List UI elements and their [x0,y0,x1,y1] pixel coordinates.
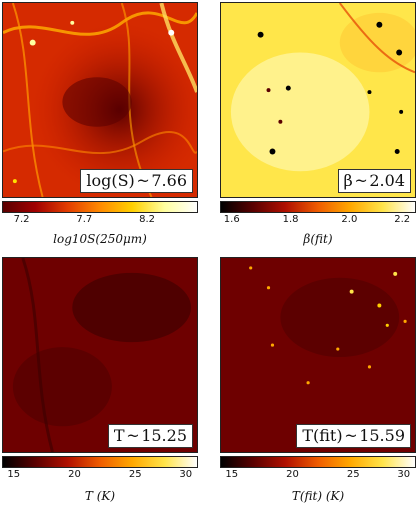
colorbar-beta [220,201,416,213]
map-beta-image [221,3,415,197]
panel-label: log(S) ~ 7.66 [80,169,193,193]
colorbar-tick-label: 1.6 [223,214,240,225]
colorbar-tick-label: 2.0 [341,214,358,225]
colorbar-tick-label: 8.2 [139,214,155,225]
colorbar-tick-label: 1.8 [282,214,299,225]
colorbar-tick-label: 25 [128,469,142,480]
map-Tfit: T(fit) ~ 15.59 [220,257,416,453]
colorbar-tick-label: 30 [397,469,411,480]
colorbar-tick-label: 30 [179,469,193,480]
colorbar-logS [2,201,198,213]
colorbar-tick-label: 15 [7,469,21,480]
colorbar-ticks-beta: 1.6 1.8 2.0 2.2 [220,214,416,228]
colorbar-tick-label: 7.2 [13,214,30,225]
colorbar-Tfit [220,456,416,468]
colorbar-tick-label: 25 [346,469,360,480]
map-beta: β ~ 2.04 [220,2,416,198]
colorbar-tick-label: 20 [286,469,299,480]
panel-label: T(fit) ~ 15.59 [296,424,411,448]
map-T: T ~ 15.25 [2,257,198,453]
map-logS: log(S) ~ 7.66 [2,2,198,198]
colorbar-tick-label: 7.7 [76,214,93,225]
map-logS-image [3,3,197,197]
axis-label-beta: β(fit) [303,232,333,246]
colorbar-ticks-Tfit: 15 20 25 30 [220,469,416,483]
panel-label: β ~ 2.04 [337,169,411,193]
axis-label-T: T (K) [84,489,116,503]
map-Tfit-image [221,258,415,452]
colorbar-tick-label: 15 [225,469,239,480]
axis-label-logS: log10S(250μm) [53,232,147,246]
colorbar-tick-label: 2.2 [394,214,411,225]
colorbar-tick-label: 20 [68,469,81,480]
panel-label: T ~ 15.25 [107,424,193,448]
colorbar-ticks-T: 15 20 25 30 [2,469,198,483]
axis-label-Tfit: T(fit) (K) [291,489,345,503]
colorbar-ticks-logS: 7.2 7.7 8.2 [2,214,198,228]
map-T-image [3,258,197,452]
colorbar-T [2,456,198,468]
